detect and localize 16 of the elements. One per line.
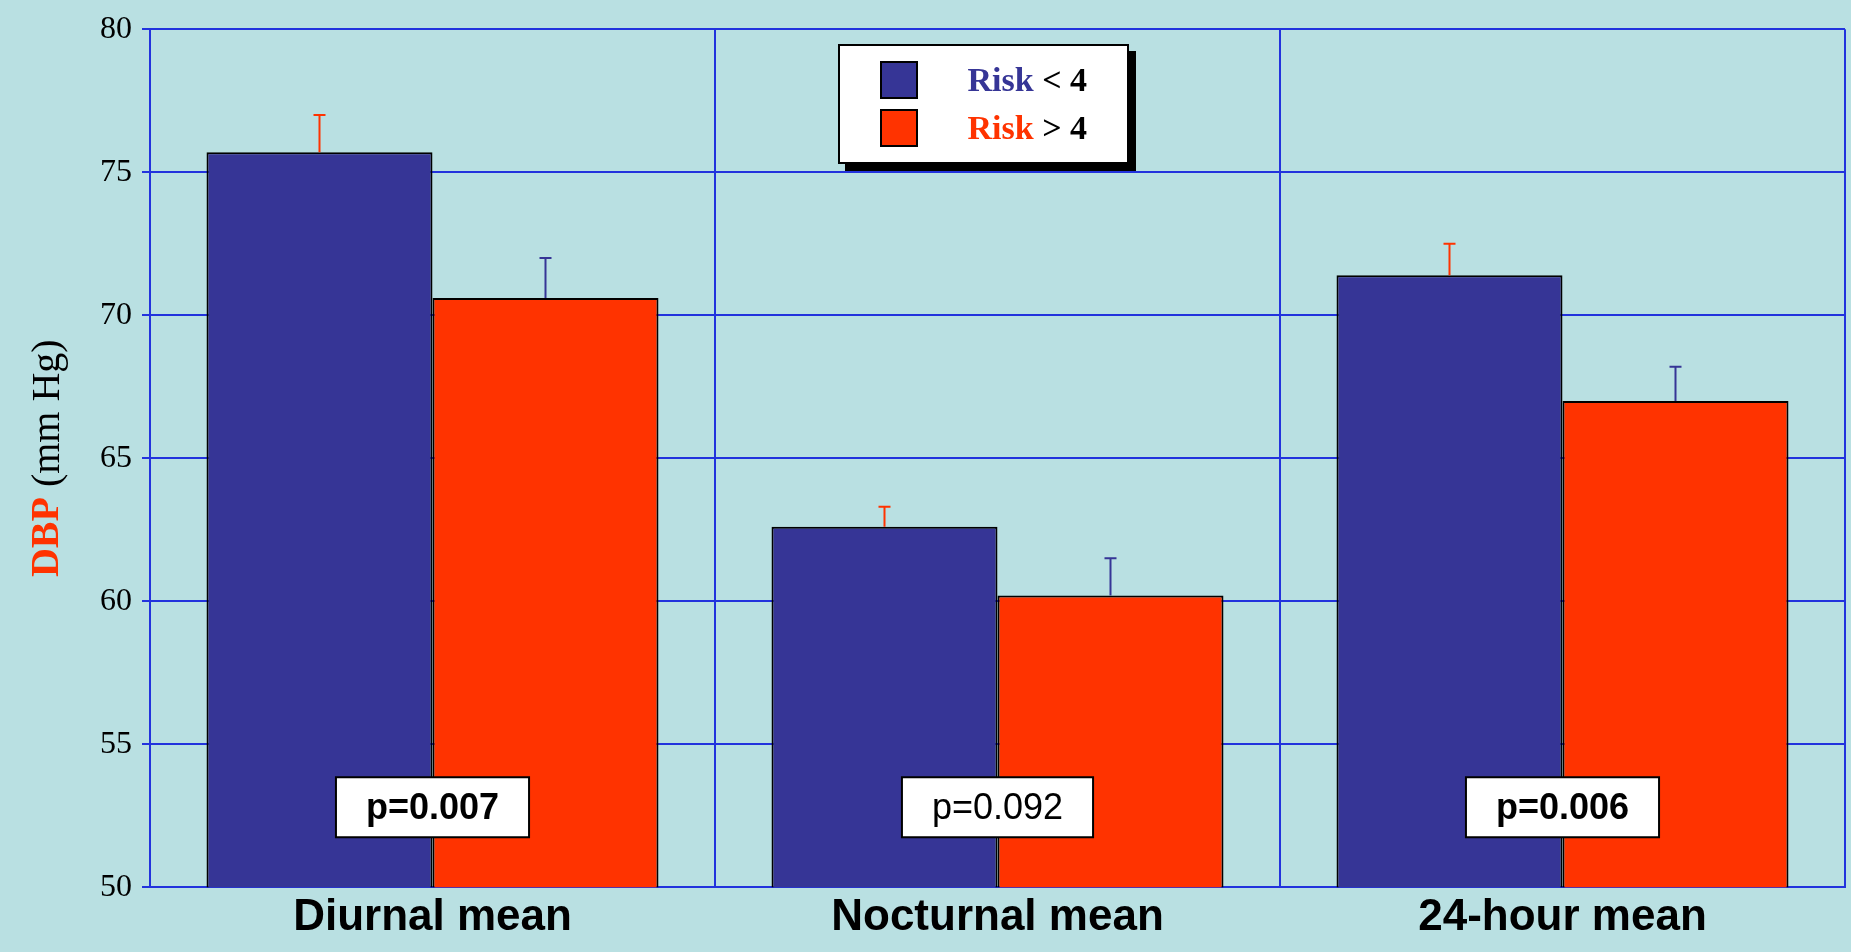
legend-label: Risk < 4: [967, 61, 1088, 99]
y-tick-label: 70: [100, 294, 132, 331]
y-axis-title: DBP (mm Hg): [22, 339, 68, 578]
x-tick-label: Diurnal mean: [293, 889, 572, 939]
x-tick-label: Nocturnal mean: [831, 889, 1164, 939]
y-tick-label: 80: [100, 8, 132, 45]
y-tick-label: 60: [100, 580, 132, 617]
annotation: p=0.007: [365, 786, 500, 828]
annotation: p=0.092: [931, 786, 1064, 828]
y-tick-label: 55: [100, 723, 132, 760]
y-tick-label: 75: [100, 151, 132, 188]
annotation: p=0.006: [1495, 786, 1630, 828]
legend-label: Risk > 4: [967, 109, 1088, 147]
y-tick-label: 50: [100, 866, 132, 903]
y-tick-label: 65: [100, 437, 132, 474]
x-tick-label: 24-hour mean: [1418, 889, 1707, 939]
